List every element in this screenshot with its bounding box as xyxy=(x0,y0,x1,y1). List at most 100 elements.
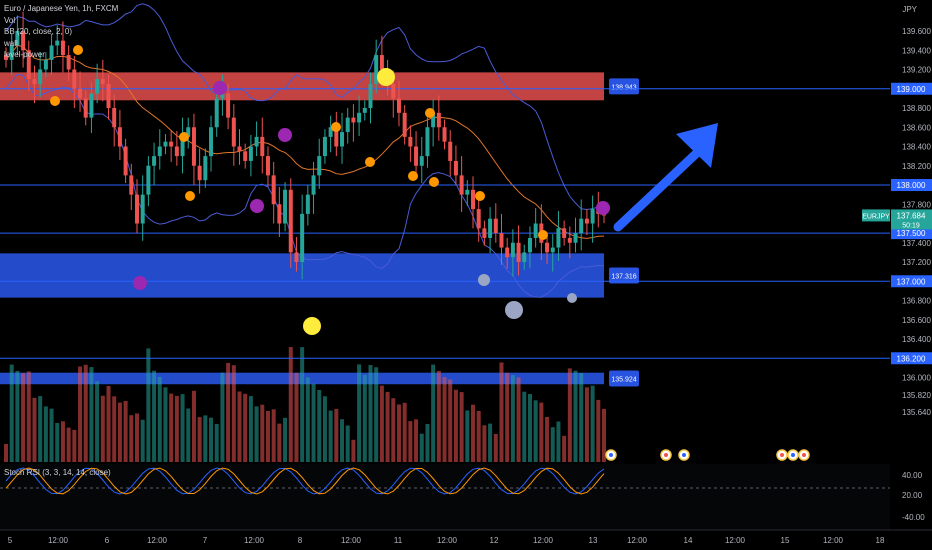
candle-body xyxy=(402,112,407,137)
volume-bar xyxy=(510,375,515,462)
candle-body xyxy=(231,117,236,147)
y-tick-15: 136.800 xyxy=(902,297,931,306)
volume-bar xyxy=(89,367,94,462)
forecast-arrow-shaft xyxy=(613,145,705,232)
legend-bb[interactable]: BB (20, close, 2, 0) xyxy=(4,27,73,36)
volume-bar xyxy=(516,377,521,462)
candle-body xyxy=(391,83,396,99)
candle-body xyxy=(425,127,430,157)
candle-body xyxy=(505,247,510,258)
candle-body xyxy=(283,189,288,224)
volume-bar xyxy=(83,364,88,462)
volume-bar xyxy=(391,398,396,462)
stoch-rsi-pane xyxy=(0,464,890,530)
volume-bar xyxy=(368,365,373,462)
candle-body xyxy=(471,189,476,210)
volume-bar xyxy=(334,408,339,462)
candle-body xyxy=(157,146,162,157)
volume-bar xyxy=(385,391,390,462)
zone-label-2: 135.924 xyxy=(611,376,636,383)
candle-body xyxy=(89,93,94,118)
candle-body xyxy=(556,228,561,248)
legend-wall[interactable]: wall xyxy=(4,38,18,48)
symbol-title[interactable]: Euro / Japanese Yen, 1h, FXCM xyxy=(4,4,119,13)
volume-bar xyxy=(294,372,299,462)
candle-body xyxy=(117,127,122,147)
levels-layer xyxy=(0,88,890,359)
candle-body xyxy=(55,40,60,46)
x-tick-0: 5 xyxy=(8,536,13,545)
candle-body xyxy=(220,93,225,99)
volume-layer xyxy=(4,347,606,462)
stoch-rsi-label[interactable]: Stoch RSI (3, 3, 14, 14, close) xyxy=(4,468,111,477)
volume-bar xyxy=(300,347,305,462)
volume-bar xyxy=(579,373,584,462)
y-tick-0: 139.600 xyxy=(902,27,931,36)
volume-bar xyxy=(522,391,527,462)
candle-body xyxy=(83,98,88,118)
volume-bar xyxy=(465,410,470,462)
volume-bar xyxy=(214,424,219,462)
candle-body xyxy=(482,228,487,238)
level-tag-4 xyxy=(891,352,932,365)
candle-body xyxy=(254,136,259,147)
candle-body xyxy=(328,127,333,137)
volume-bar xyxy=(15,370,20,462)
candle-body xyxy=(527,237,532,253)
marker-dot-18 xyxy=(538,230,548,240)
volume-bar xyxy=(602,408,606,462)
volume-bar xyxy=(533,400,538,462)
candle-body xyxy=(567,237,572,243)
volume-bar xyxy=(21,373,26,462)
volume-bar xyxy=(425,424,430,462)
volume-bar xyxy=(550,427,555,462)
candle-body xyxy=(499,233,504,248)
x-tick-14: 14 xyxy=(684,536,693,545)
candle-body xyxy=(26,50,31,80)
markers-layer xyxy=(50,45,810,461)
candle-body xyxy=(431,112,436,128)
volume-bar xyxy=(95,381,100,462)
marker-dot-14 xyxy=(429,177,439,187)
legend-vol[interactable]: Vol xyxy=(4,15,16,25)
y-tick-21: 135.640 xyxy=(902,408,931,417)
volume-bar xyxy=(100,395,105,462)
symbol-tag xyxy=(862,209,890,222)
x-tick-17: 12:00 xyxy=(823,536,844,545)
candle-body xyxy=(248,146,253,161)
candle-body xyxy=(533,223,538,238)
candle-body xyxy=(72,69,77,89)
candle-body xyxy=(476,209,481,229)
event-badge-core-0 xyxy=(609,453,613,457)
marker-dot-3 xyxy=(179,132,189,142)
volume-bar xyxy=(402,402,407,462)
volume-bar xyxy=(431,364,436,462)
x-tick-8: 11 xyxy=(394,536,403,545)
zone-label-0: 138.943 xyxy=(611,84,636,91)
volume-bar xyxy=(265,411,270,462)
volume-bar xyxy=(374,367,379,462)
candle-body xyxy=(49,45,54,60)
candle-body xyxy=(368,83,373,108)
marker-dot-8 xyxy=(303,317,321,335)
x-tick-5: 12:00 xyxy=(244,536,265,545)
candle-body xyxy=(317,156,322,176)
marker-dot-10 xyxy=(365,157,375,167)
rsi-tick-0: 40.00 xyxy=(902,471,923,480)
volume-bar xyxy=(243,393,248,462)
volume-bar xyxy=(55,423,60,462)
candle-body xyxy=(374,55,379,84)
axis-layer: 139.600 139.400 139.200 139.000 138.800 138.6… xyxy=(0,27,932,545)
volume-bar xyxy=(4,444,8,462)
y-tick-17: 136.400 xyxy=(902,335,931,344)
legend-level-power[interactable]: level-power xyxy=(4,50,45,59)
candle-body xyxy=(100,79,105,84)
volume-bar xyxy=(254,406,259,462)
candle-body xyxy=(579,218,584,234)
x-tick-2: 6 xyxy=(105,536,110,545)
candle-body xyxy=(584,218,589,224)
x-tick-4: 7 xyxy=(203,536,208,545)
volume-bar xyxy=(129,415,134,462)
volume-bar xyxy=(408,421,413,462)
